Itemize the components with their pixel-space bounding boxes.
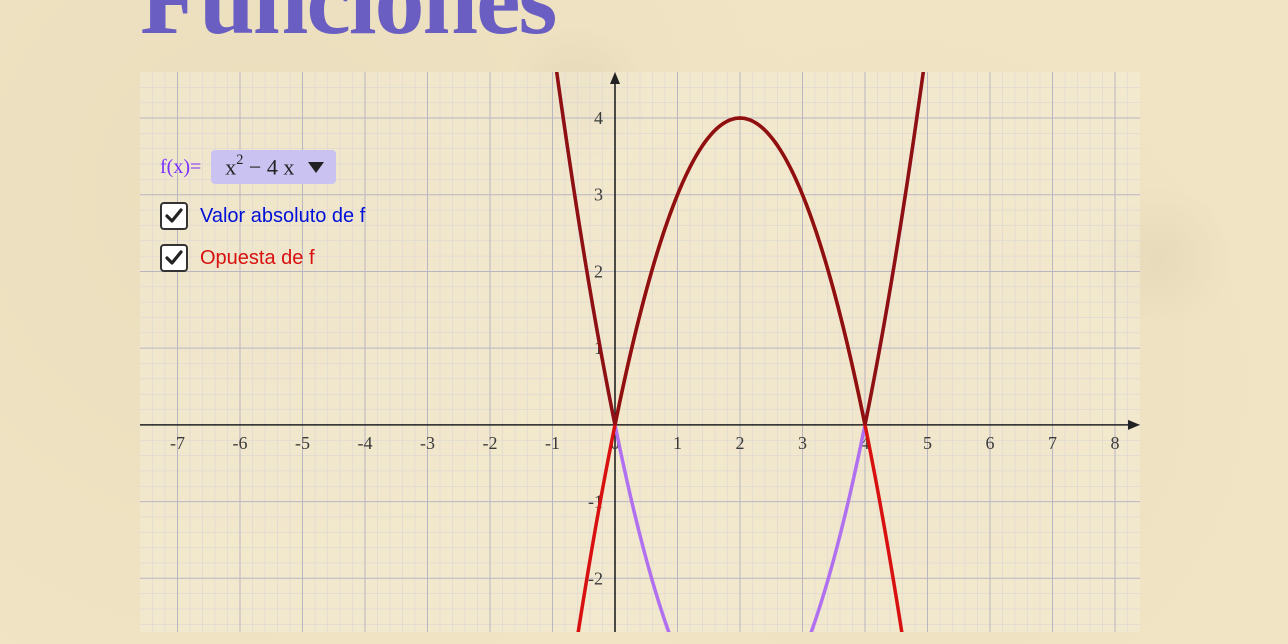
svg-text:-5: -5 [295, 433, 310, 453]
svg-text:-4: -4 [358, 433, 373, 453]
svg-text:-2: -2 [588, 568, 603, 588]
check-icon [164, 206, 184, 226]
checkbox-opp[interactable] [160, 244, 188, 272]
page-root: Funciones -7-6-5-4-3-2-1012345678-2-1123… [0, 0, 1288, 644]
function-dropdown[interactable]: x2 − 4 x [211, 150, 336, 184]
svg-text:-6: -6 [233, 433, 248, 453]
svg-text:-7: -7 [170, 433, 185, 453]
function-dropdown-value: x2 − 4 x [225, 154, 294, 180]
svg-text:-2: -2 [483, 433, 498, 453]
checkbox-abs-row: Valor absoluto de f [160, 202, 365, 230]
svg-text:4: 4 [594, 108, 603, 128]
fx-label: f(x)= [160, 156, 201, 179]
checkbox-abs[interactable] [160, 202, 188, 230]
svg-text:6: 6 [986, 433, 995, 453]
svg-text:-3: -3 [420, 433, 435, 453]
svg-text:2: 2 [736, 433, 745, 453]
chevron-down-icon [308, 154, 324, 180]
page-title: Funciones [140, 0, 555, 57]
function-selector-row: f(x)= x2 − 4 x [160, 150, 365, 184]
checkbox-opp-label: Opuesta de f [200, 247, 315, 270]
svg-text:3: 3 [798, 433, 807, 453]
svg-text:7: 7 [1048, 433, 1057, 453]
check-icon [164, 248, 184, 268]
svg-text:8: 8 [1111, 433, 1120, 453]
checkbox-opp-row: Opuesta de f [160, 244, 365, 272]
svg-text:-1: -1 [545, 433, 560, 453]
controls-panel: f(x)= x2 − 4 x Valor absoluto de f [160, 150, 365, 286]
svg-text:5: 5 [923, 433, 932, 453]
svg-text:2: 2 [594, 261, 603, 281]
svg-text:1: 1 [673, 433, 682, 453]
checkbox-abs-label: Valor absoluto de f [200, 205, 365, 228]
svg-text:3: 3 [594, 185, 603, 205]
